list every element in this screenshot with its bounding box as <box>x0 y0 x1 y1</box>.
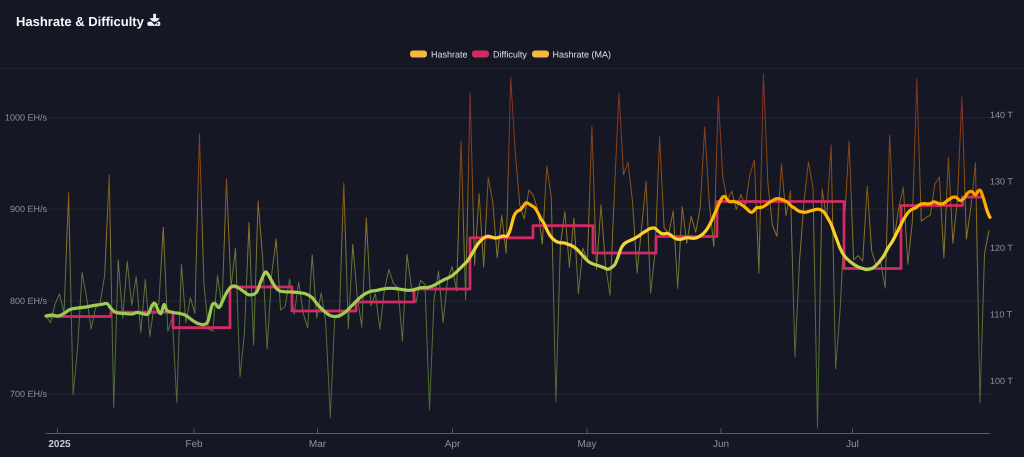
svg-text:Apr: Apr <box>445 439 461 450</box>
svg-text:Hashrate: Hashrate <box>431 50 468 60</box>
svg-text:110 T: 110 T <box>990 310 1013 320</box>
svg-text:Hashrate (MA): Hashrate (MA) <box>553 50 612 60</box>
svg-text:800 EH/s: 800 EH/s <box>10 296 48 306</box>
svg-text:Feb: Feb <box>185 439 203 450</box>
svg-text:130 T: 130 T <box>990 177 1013 187</box>
svg-text:Difficulty: Difficulty <box>493 50 527 60</box>
svg-text:1000 EH/s: 1000 EH/s <box>5 113 48 123</box>
svg-text:Mar: Mar <box>309 439 327 450</box>
svg-text:Jun: Jun <box>713 439 729 450</box>
svg-text:900 EH/s: 900 EH/s <box>10 204 48 214</box>
svg-text:100 T: 100 T <box>990 376 1013 386</box>
svg-text:2025: 2025 <box>48 439 71 450</box>
svg-text:May: May <box>578 439 597 450</box>
svg-text:140 T: 140 T <box>990 110 1013 120</box>
svg-text:120 T: 120 T <box>990 243 1013 253</box>
svg-text:Jul: Jul <box>846 439 859 450</box>
svg-text:Hashrate & Difficulty: Hashrate & Difficulty <box>16 14 145 29</box>
svg-text:700 EH/s: 700 EH/s <box>10 389 48 399</box>
